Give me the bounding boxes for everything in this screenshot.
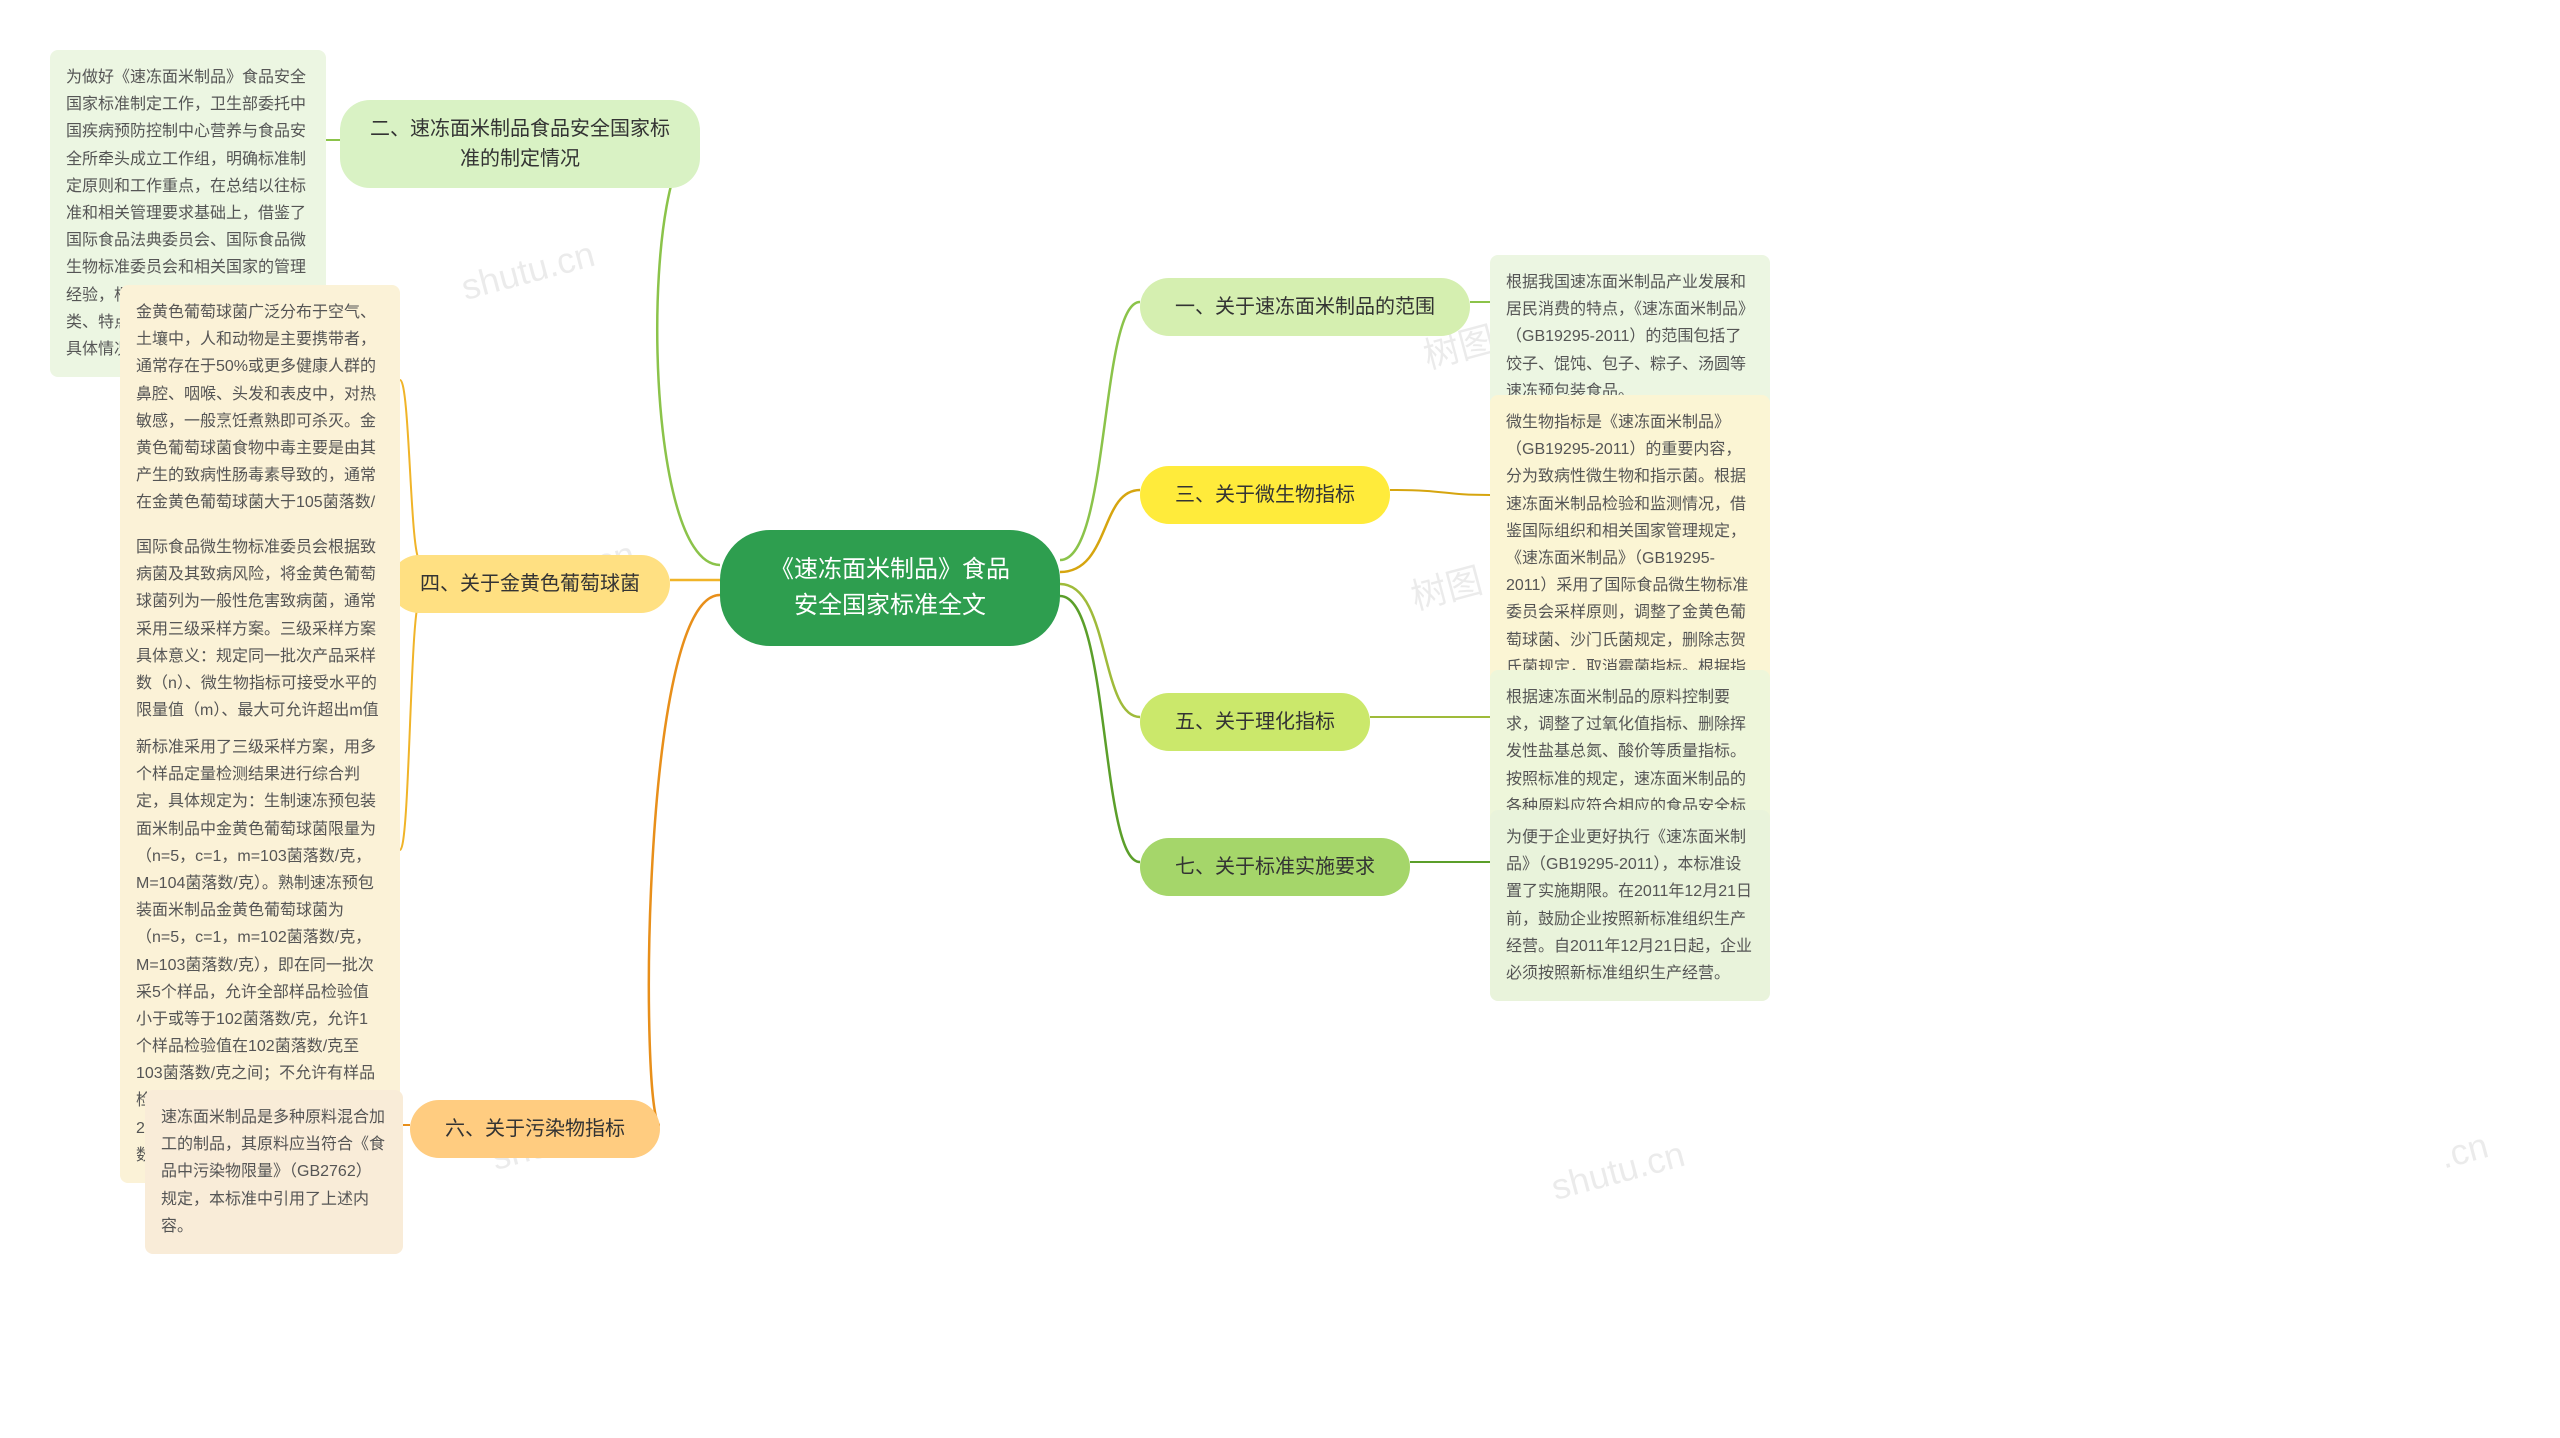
watermark: shutu.cn <box>457 233 599 309</box>
branch-node-b6[interactable]: 六、关于污染物指标 <box>410 1100 660 1158</box>
center-node: 《速冻面米制品》食品安全国家标准全文 <box>720 530 1060 646</box>
branch-node-b2[interactable]: 二、速冻面米制品食品安全国家标准的制定情况 <box>340 100 700 188</box>
watermark: .cn <box>2435 1124 2492 1177</box>
branch-node-b3[interactable]: 三、关于微生物指标 <box>1140 466 1390 524</box>
branch-node-b1[interactable]: 一、关于速冻面米制品的范围 <box>1140 278 1470 336</box>
watermark: shutu.cn <box>1547 1133 1689 1209</box>
branch-node-b4[interactable]: 四、关于金黄色葡萄球菌 <box>390 555 670 613</box>
watermark: 树图 <box>1404 552 1487 621</box>
branch-node-b7[interactable]: 七、关于标准实施要求 <box>1140 838 1410 896</box>
branch-node-b5[interactable]: 五、关于理化指标 <box>1140 693 1370 751</box>
desc-box-b6-0: 速冻面米制品是多种原料混合加工的制品，其原料应当符合《食品中污染物限量》（GB2… <box>145 1090 403 1254</box>
desc-box-b7-0: 为便于企业更好执行《速冻面米制品》（GB19295-2011），本标准设置了实施… <box>1490 810 1770 1001</box>
